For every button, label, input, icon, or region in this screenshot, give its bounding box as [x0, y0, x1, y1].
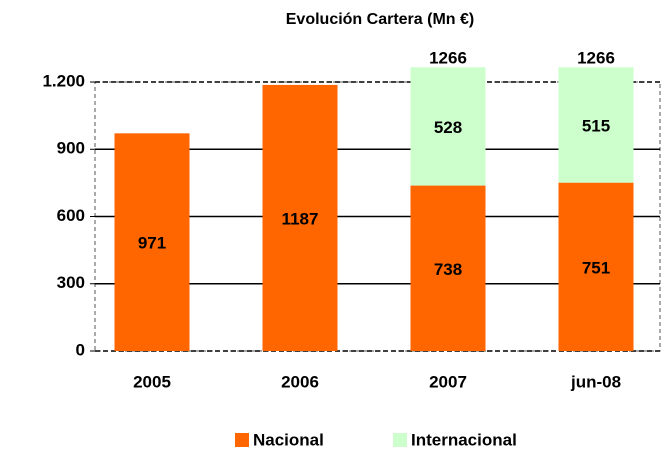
value-label: 528 — [434, 118, 462, 137]
bar-segment — [114, 133, 190, 351]
y-tick-label: 300 — [57, 273, 85, 292]
value-label: 515 — [582, 116, 610, 135]
y-tick-label: 900 — [57, 139, 85, 158]
bar-segment — [558, 67, 634, 183]
legend-swatch — [235, 433, 249, 447]
bar-segment — [410, 67, 486, 186]
value-label: 971 — [138, 234, 166, 253]
legend-swatch — [393, 433, 407, 447]
legend-label: Nacional — [253, 430, 324, 449]
value-label: 738 — [434, 260, 462, 279]
bar-segment — [262, 84, 338, 351]
value-label: 751 — [582, 258, 610, 277]
chart-title: Evolución Cartera (Mn €) — [286, 11, 474, 28]
total-label: 1266 — [577, 49, 615, 68]
bar-segment — [410, 185, 486, 351]
legend-label: Internacional — [411, 430, 517, 449]
x-tick-label: 2005 — [133, 372, 171, 391]
value-label: 1187 — [282, 209, 319, 228]
total-label: 1266 — [429, 49, 467, 68]
x-tick-label: jun-08 — [570, 372, 621, 391]
y-tick-label: 1.200 — [42, 71, 85, 90]
y-tick-label: 600 — [57, 206, 85, 225]
x-tick-label: 2007 — [429, 372, 467, 391]
bar-segment — [558, 182, 634, 351]
y-tick-label: 0 — [76, 340, 85, 359]
x-tick-label: 2006 — [281, 372, 319, 391]
